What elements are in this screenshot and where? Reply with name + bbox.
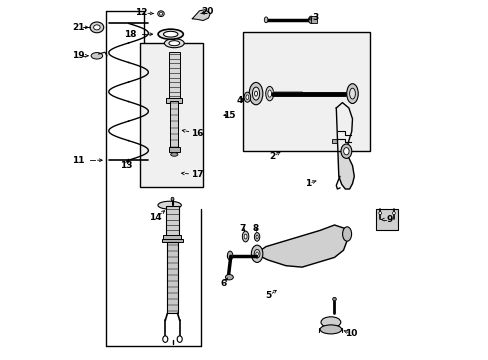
Bar: [168, 147, 180, 152]
Bar: [166, 98, 182, 103]
Bar: [163, 235, 181, 239]
Ellipse shape: [244, 234, 246, 239]
Ellipse shape: [254, 91, 257, 96]
Ellipse shape: [158, 201, 181, 209]
Bar: [168, 52, 179, 101]
Ellipse shape: [249, 82, 263, 105]
Polygon shape: [336, 103, 354, 189]
Ellipse shape: [251, 245, 263, 262]
Ellipse shape: [254, 249, 260, 258]
Ellipse shape: [177, 336, 182, 342]
Ellipse shape: [320, 317, 340, 328]
Text: 15: 15: [223, 111, 235, 120]
Text: 1: 1: [305, 179, 311, 188]
Ellipse shape: [158, 11, 164, 17]
Ellipse shape: [320, 325, 341, 334]
Ellipse shape: [90, 22, 103, 33]
Text: 2: 2: [269, 152, 275, 161]
Ellipse shape: [254, 233, 259, 241]
Text: 5: 5: [265, 292, 271, 300]
Bar: [167, 242, 177, 313]
Ellipse shape: [392, 212, 394, 215]
Bar: [166, 206, 179, 238]
Ellipse shape: [265, 86, 273, 101]
Text: 4: 4: [236, 96, 243, 105]
Bar: [170, 101, 178, 148]
Ellipse shape: [340, 144, 351, 158]
Ellipse shape: [170, 153, 178, 156]
Text: 9: 9: [386, 215, 392, 224]
Ellipse shape: [172, 31, 176, 33]
Text: 7: 7: [239, 224, 245, 233]
Bar: [331, 139, 336, 143]
Ellipse shape: [242, 231, 248, 242]
Ellipse shape: [159, 12, 163, 15]
Ellipse shape: [343, 148, 348, 155]
Text: 3: 3: [312, 13, 318, 22]
Text: 8: 8: [252, 224, 258, 233]
Ellipse shape: [332, 297, 336, 301]
Ellipse shape: [227, 251, 232, 260]
Ellipse shape: [255, 252, 258, 256]
Ellipse shape: [245, 95, 248, 100]
Bar: [162, 239, 183, 242]
Bar: [375, 209, 397, 230]
Ellipse shape: [264, 17, 267, 23]
Text: 14: 14: [149, 213, 161, 222]
Bar: [140, 43, 203, 187]
Ellipse shape: [244, 92, 250, 102]
Ellipse shape: [225, 274, 233, 280]
Ellipse shape: [158, 29, 183, 39]
Ellipse shape: [346, 84, 358, 104]
Text: 20: 20: [201, 8, 214, 17]
Ellipse shape: [164, 39, 184, 48]
Text: 16: 16: [190, 129, 203, 138]
Polygon shape: [192, 10, 210, 21]
Text: 19: 19: [72, 51, 84, 60]
Bar: [310, 16, 316, 23]
Ellipse shape: [94, 25, 100, 30]
Ellipse shape: [168, 41, 179, 46]
Ellipse shape: [342, 227, 351, 241]
Text: 11: 11: [71, 156, 84, 165]
Text: 12: 12: [134, 9, 147, 18]
Text: 6: 6: [220, 279, 226, 288]
Ellipse shape: [252, 87, 259, 100]
Ellipse shape: [267, 90, 271, 97]
Ellipse shape: [308, 16, 313, 23]
Text: 17: 17: [190, 170, 203, 179]
Ellipse shape: [171, 197, 174, 201]
Ellipse shape: [378, 212, 381, 215]
Ellipse shape: [349, 88, 355, 99]
Ellipse shape: [91, 53, 102, 59]
Text: 18: 18: [123, 30, 136, 39]
Bar: [242, 32, 370, 151]
Text: 13: 13: [120, 161, 132, 170]
Text: 10: 10: [345, 329, 357, 338]
Ellipse shape: [256, 235, 258, 239]
Polygon shape: [255, 225, 348, 267]
Ellipse shape: [163, 336, 167, 342]
Ellipse shape: [163, 31, 178, 37]
Text: 21: 21: [72, 23, 84, 32]
